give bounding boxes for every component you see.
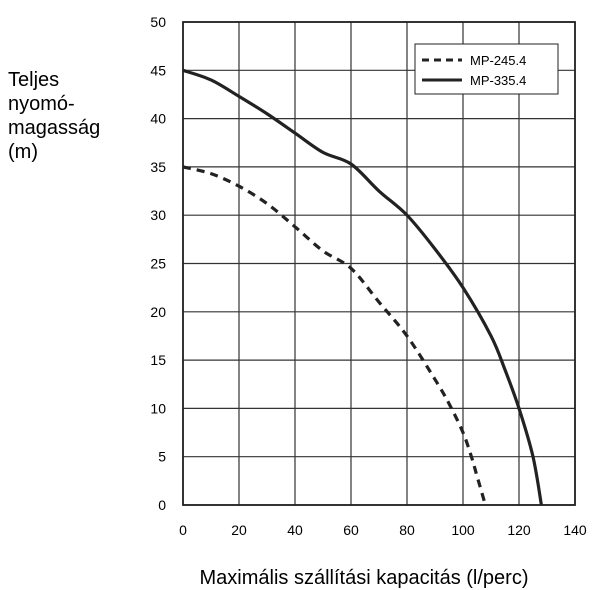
plot-area-frame xyxy=(182,21,576,506)
series-group xyxy=(182,68,543,506)
series-line-mp-335-4 xyxy=(182,68,543,506)
x-tick-label-2: 40 xyxy=(287,522,303,538)
y-axis-label-line-4: (m) xyxy=(8,141,38,163)
y-tick-label-1: 5 xyxy=(158,449,166,465)
y-tick-label-5: 25 xyxy=(150,256,166,272)
x-axis-label: Maximális szállítási kapacitás (l/perc) xyxy=(200,567,529,589)
y-tick-label-4: 20 xyxy=(150,304,166,320)
x-tick-label-5: 100 xyxy=(451,522,475,538)
x-tick-label-4: 80 xyxy=(399,522,415,538)
y-axis-label-line-3: magasság xyxy=(8,117,100,139)
y-tick-label-8: 40 xyxy=(150,111,166,127)
x-tick-label-1: 20 xyxy=(231,522,247,538)
legend-box xyxy=(414,43,559,95)
y-tick-label-2: 10 xyxy=(150,400,166,416)
legend-label-mp-245-4: MP-245.4 xyxy=(470,53,526,68)
x-tick-labels: 0 20 40 60 80 100 120 140 xyxy=(179,522,587,538)
y-axis-label-line-1: Teljes xyxy=(8,69,59,91)
y-tick-label-10: 50 xyxy=(150,14,166,30)
plot-border xyxy=(182,21,576,506)
legend-label-mp-335-4: MP-335.4 xyxy=(470,73,526,88)
y-tick-label-6: 30 xyxy=(150,207,166,223)
x-tick-label-6: 120 xyxy=(507,522,531,538)
y-tick-label-9: 45 xyxy=(150,62,166,78)
y-tick-label-7: 35 xyxy=(150,159,166,175)
series-line-mp-245-4 xyxy=(182,165,487,506)
x-tick-label-3: 60 xyxy=(343,522,359,538)
grid xyxy=(182,21,576,506)
x-tick-label-7: 140 xyxy=(563,522,587,538)
legend: MP-245.4 MP-335.4 xyxy=(414,43,559,95)
y-axis-label-line-2: nyomó- xyxy=(8,93,75,115)
y-tick-label-0: 0 xyxy=(158,497,166,513)
y-tick-label-3: 15 xyxy=(150,352,166,368)
x-tick-label-0: 0 xyxy=(179,522,187,538)
y-tick-labels: 0 5 10 15 20 25 30 35 40 45 50 xyxy=(150,14,166,513)
